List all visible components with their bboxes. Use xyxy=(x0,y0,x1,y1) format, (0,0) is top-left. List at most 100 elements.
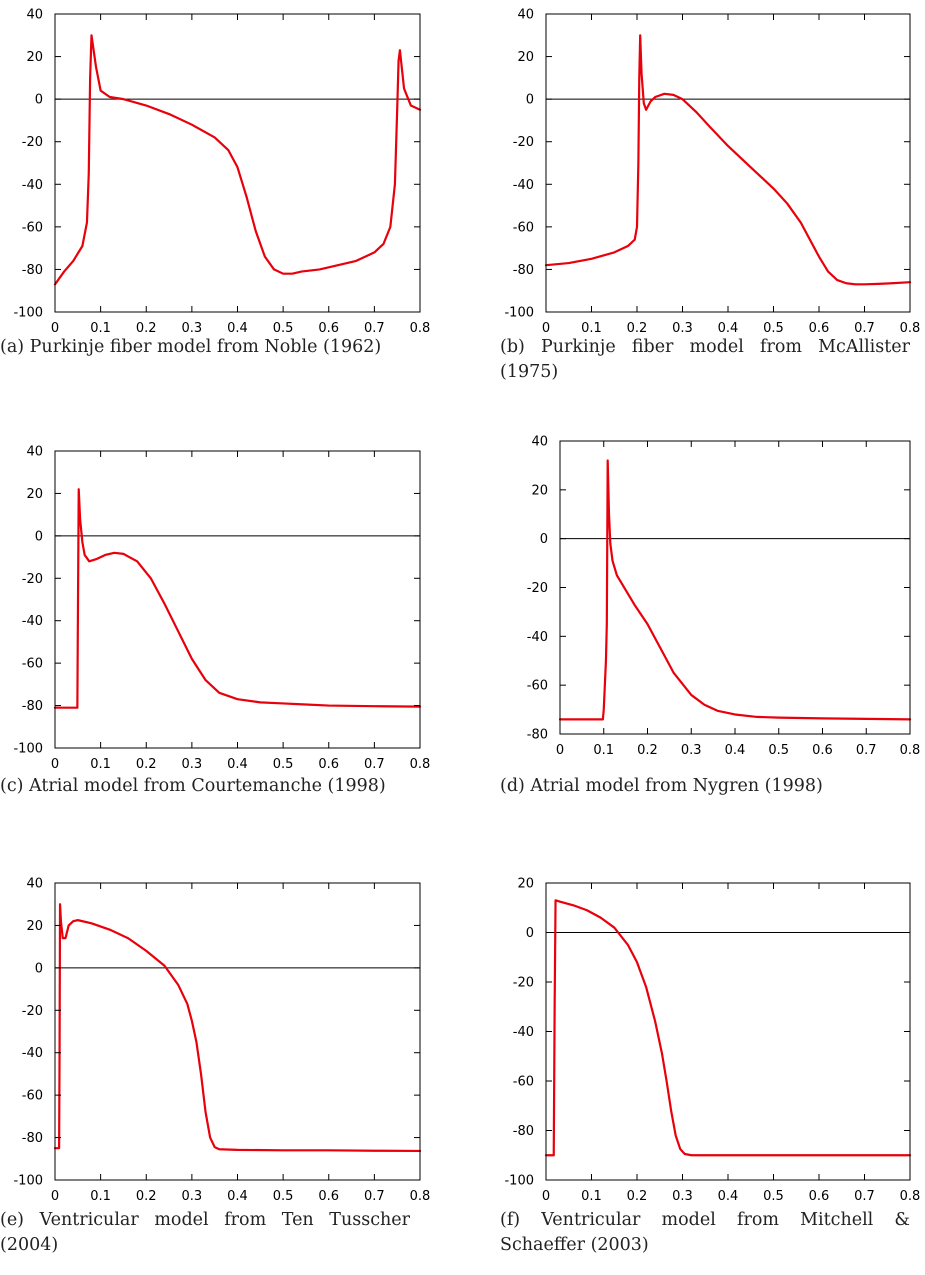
x-tick-label: 0.5 xyxy=(768,743,789,758)
caption-e: (e) Ventricular model from Ten Tusscher … xyxy=(0,1210,410,1255)
y-tick-label: -80 xyxy=(22,263,43,278)
x-tick-label: 0.4 xyxy=(227,757,248,772)
y-tick-label: 40 xyxy=(26,445,43,460)
series-line xyxy=(53,903,422,1153)
x-tick-label: 0.4 xyxy=(227,321,248,336)
caption-c: (c) Atrial model from Courtemanche (1998… xyxy=(0,776,386,796)
x-tick-label: 0.8 xyxy=(410,321,431,336)
x-tick-label: 0 xyxy=(51,321,59,336)
x-tick-label: 0.6 xyxy=(318,321,339,336)
x-tick-label: 0.2 xyxy=(136,321,157,336)
x-tick-label: 0.8 xyxy=(410,757,431,772)
plot-frame xyxy=(54,882,421,1181)
y-tick-label: -20 xyxy=(513,976,534,991)
series-line xyxy=(544,899,912,1157)
x-tick-label: 0.4 xyxy=(227,1189,248,1204)
y-tick-label: 0 xyxy=(35,93,43,108)
y-tick-label: -40 xyxy=(513,1025,534,1040)
y-tick-label: -100 xyxy=(504,1174,534,1189)
x-tick-label: 0.3 xyxy=(182,757,203,772)
x-tick-label: 0.5 xyxy=(273,1189,294,1204)
y-tick-label: -60 xyxy=(527,679,548,694)
plot-frame xyxy=(54,13,421,313)
x-tick-label: 0.3 xyxy=(672,1189,693,1204)
y-tick-label: 20 xyxy=(517,877,534,892)
y-tick-label: -60 xyxy=(22,1089,43,1104)
y-tick-label: -20 xyxy=(22,135,43,150)
y-tick-label: -100 xyxy=(504,306,534,321)
x-tick-label: 0 xyxy=(556,743,564,758)
y-tick-label: 40 xyxy=(531,435,548,450)
x-tick-label: 0.5 xyxy=(273,757,294,772)
chart-panel-f: 0 0.1 0.2 0.3 0.4 0.5 0.6 0.7 0.8 -100 -80 -60 -40 -2… xyxy=(504,877,920,1205)
y-tick-label: 0 xyxy=(35,529,43,544)
x-tick-label: 0.6 xyxy=(809,1189,830,1204)
x-tick-label: 0.2 xyxy=(136,1189,157,1204)
series-line xyxy=(558,459,912,721)
y-tick-label: -20 xyxy=(513,135,534,150)
x-tick-label: 0.1 xyxy=(581,1189,602,1204)
caption-f: (f) Ventricular model from Mitchell & Sc… xyxy=(500,1210,910,1255)
y-tick-label: -40 xyxy=(22,1046,43,1061)
chart-panel-e: 0 0.1 0.2 0.3 0.4 0.5 0.6 0.7 0.8 -100 -80 -60 -40 -2… xyxy=(13,877,430,1205)
x-tick-label: 0.8 xyxy=(900,321,921,336)
chart-panel-c: 0 0.1 0.2 0.3 0.4 0.5 0.6 0.7 0.8 -100 -80 -60 -40 -2… xyxy=(13,445,430,773)
y-tick-label: -40 xyxy=(513,178,534,193)
x-tick-label: 0 xyxy=(51,757,59,772)
x-tick-label: 0.1 xyxy=(593,743,614,758)
y-tick-label: -60 xyxy=(22,220,43,235)
x-tick-label: 0.7 xyxy=(364,757,385,772)
x-tick-label: 0.5 xyxy=(763,321,784,336)
y-tick-label: -80 xyxy=(22,1131,43,1146)
chart-panel-d: 0 0.1 0.2 0.3 0.4 0.5 0.6 0.7 0.8 -80 -60 -40 -20 0 20… xyxy=(527,435,921,759)
x-tick-label: 0.5 xyxy=(763,1189,784,1204)
x-tick-label: 0.6 xyxy=(318,1189,339,1204)
y-tick-label: -40 xyxy=(527,630,548,645)
x-tick-label: 0.3 xyxy=(182,321,203,336)
x-tick-label: 0.6 xyxy=(318,757,339,772)
plot-frame xyxy=(54,450,421,749)
y-tick-label: 20 xyxy=(26,50,43,65)
x-tick-label: 0.5 xyxy=(273,321,294,336)
x-tick-label: 0.1 xyxy=(90,1189,111,1204)
x-tick-label: 0.4 xyxy=(718,321,739,336)
x-tick-label: 0.3 xyxy=(672,321,693,336)
plot-frame xyxy=(545,13,911,313)
x-tick-label: 0.1 xyxy=(581,321,602,336)
y-tick-label: -20 xyxy=(527,581,548,596)
x-tick-label: 0 xyxy=(542,1189,550,1204)
y-tick-label: 0 xyxy=(540,532,548,547)
plot-frame xyxy=(545,882,911,1181)
x-tick-label: 0.8 xyxy=(410,1189,431,1204)
y-tick-label: 20 xyxy=(531,483,548,498)
caption-b: (b) Purkinje fiber model from McAllister… xyxy=(500,337,910,382)
y-tick-label: 0 xyxy=(35,961,43,976)
y-tick-label: -80 xyxy=(513,1124,534,1139)
y-tick-label: 40 xyxy=(26,8,43,23)
y-tick-label: -20 xyxy=(22,572,43,587)
x-tick-label: 0.3 xyxy=(182,1189,203,1204)
x-tick-label: 0.7 xyxy=(854,1189,875,1204)
x-tick-label: 0.7 xyxy=(854,321,875,336)
chart-panel-a: 0 0.1 0.2 0.3 0.4 0.5 0.6 0.7 0.8 -100 -80 -60 -40 -2… xyxy=(13,8,430,337)
x-tick-label: 0.7 xyxy=(364,321,385,336)
y-tick-label: -100 xyxy=(13,1174,43,1189)
y-tick-label: 0 xyxy=(526,926,534,941)
y-tick-label: -40 xyxy=(22,614,43,629)
chart-panel-b: 0 0.1 0.2 0.3 0.4 0.5 0.6 0.7 0.8 -100 -80 -60 -40 -2… xyxy=(504,8,920,337)
y-tick-label: 20 xyxy=(517,50,534,65)
y-tick-label: 40 xyxy=(26,877,43,892)
y-tick-label: 20 xyxy=(26,919,43,934)
y-tick-label: -80 xyxy=(22,699,43,714)
x-tick-label: 0.3 xyxy=(681,743,702,758)
series-line xyxy=(53,34,422,286)
x-tick-label: 0 xyxy=(542,321,550,336)
x-tick-label: 0.1 xyxy=(90,757,111,772)
x-tick-label: 0.2 xyxy=(627,1189,648,1204)
x-tick-label: 0.7 xyxy=(364,1189,385,1204)
y-tick-label: 40 xyxy=(517,8,534,23)
y-tick-label: -60 xyxy=(22,657,43,672)
x-tick-label: 0.2 xyxy=(136,757,157,772)
x-tick-label: 0.2 xyxy=(627,321,648,336)
